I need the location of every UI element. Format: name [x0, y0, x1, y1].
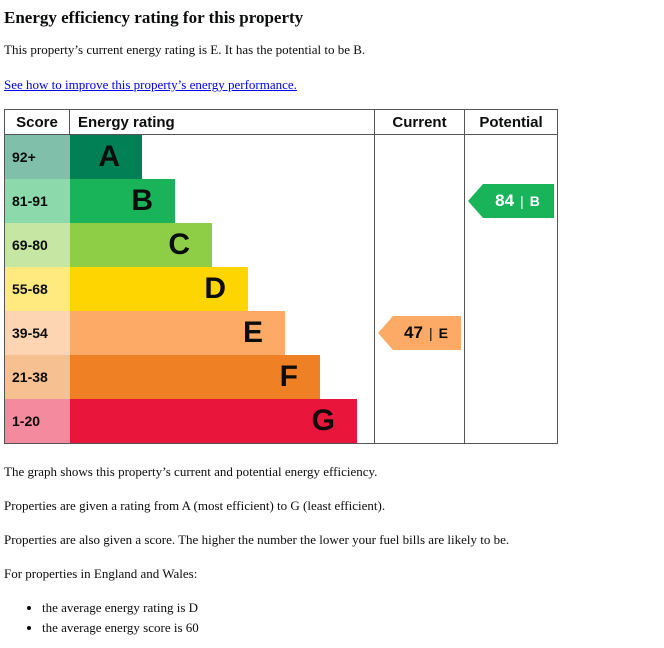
potential-rating-letter: B: [529, 193, 540, 209]
band-bar: A: [70, 135, 142, 179]
description-paragraph: Properties are given a rating from A (mo…: [4, 498, 386, 513]
band-letter: A: [98, 140, 120, 173]
current-column: 47 | E: [374, 135, 464, 443]
description-paragraph: The graph shows this property’s current …: [4, 464, 378, 479]
band-score: 1-20: [5, 399, 70, 443]
band-row-a: 92+ A: [5, 135, 374, 179]
epc-rating-chart: Score Energy rating Current Potential 92…: [4, 109, 558, 444]
current-rating-arrow: 47 | E: [378, 316, 461, 350]
potential-column: 84 | B: [464, 135, 557, 443]
potential-score-value: 84: [495, 191, 515, 210]
band-letter: E: [242, 316, 263, 349]
band-bar: E: [70, 311, 285, 355]
band-row-e: 39-54 E: [5, 311, 374, 355]
arrow-divider: |: [428, 325, 433, 341]
chart-header: Score Energy rating Current Potential: [5, 110, 557, 135]
description-paragraph: Properties are also given a score. The h…: [4, 532, 510, 547]
header-energy-rating: Energy rating: [78, 113, 175, 131]
band-score: 21-38: [5, 355, 70, 399]
header-score: Score: [5, 110, 70, 134]
band-score: 55-68: [5, 267, 70, 311]
band-row-g: 1-20 G: [5, 399, 374, 443]
band-letter: D: [204, 272, 226, 305]
arrow-divider: |: [520, 193, 524, 209]
band-score: 92+: [5, 135, 70, 179]
band-bar: D: [70, 267, 248, 311]
band-bar: G: [70, 399, 357, 443]
header-current: Current: [374, 110, 464, 134]
improve-energy-performance-link[interactable]: See how to improve this property’s energ…: [4, 77, 297, 92]
band-score: 39-54: [5, 311, 70, 355]
header-potential: Potential: [464, 110, 557, 134]
band-bar: B: [70, 179, 175, 223]
band-row-f: 21-38 F: [5, 355, 374, 399]
current-rating-letter: E: [438, 325, 448, 341]
bullet-item: the average energy rating is D: [42, 600, 656, 616]
page-title: Energy efficiency rating for this proper…: [4, 8, 304, 27]
band-letter: C: [168, 228, 190, 261]
description-paragraph: For properties in England and Wales:: [4, 566, 198, 581]
band-score: 69-80: [5, 223, 70, 267]
band-row-d: 55-68 D: [5, 267, 374, 311]
potential-rating-arrow: 84 | B: [468, 184, 554, 218]
averages-bullet-list: the average energy rating is D the avera…: [18, 600, 656, 636]
current-score-value: 47: [404, 323, 423, 342]
band-bar: C: [70, 223, 212, 267]
band-score: 81-91: [5, 179, 70, 223]
band-letter: F: [279, 360, 298, 393]
intro-text: This property’s current energy rating is…: [4, 42, 366, 57]
band-bar: F: [70, 355, 320, 399]
band-letter: B: [131, 184, 153, 217]
band-row-c: 69-80 C: [5, 223, 374, 267]
band-letter: G: [311, 404, 335, 437]
bullet-item: the average energy score is 60: [42, 620, 656, 636]
chart-body: 92+ A 81-91 B 69-80 C 55-68: [5, 135, 557, 443]
band-row-b: 81-91 B: [5, 179, 374, 223]
rating-bands: 92+ A 81-91 B 69-80 C 55-68: [5, 135, 374, 443]
